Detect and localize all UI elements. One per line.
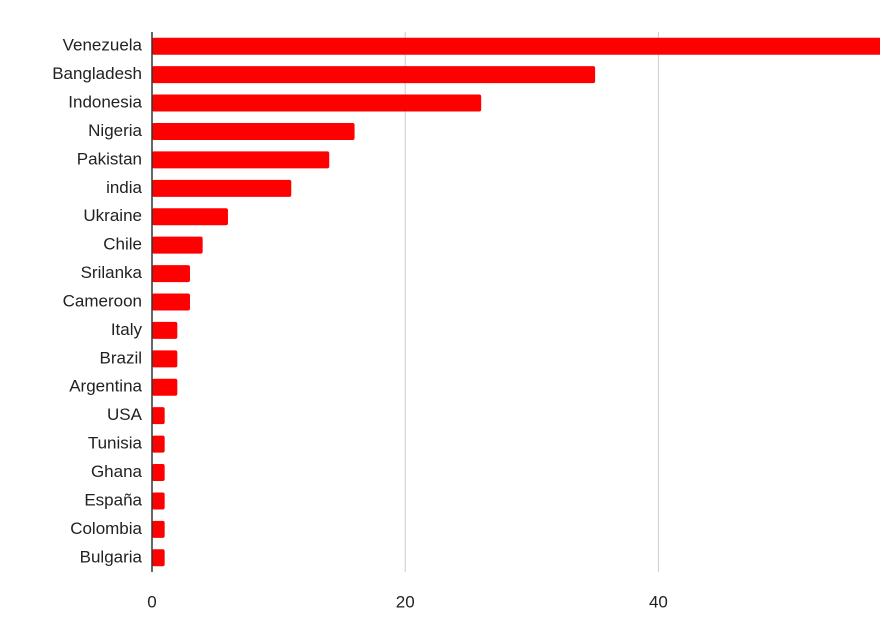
bar [152,122,355,140]
bar [152,321,178,339]
y-tick-label: Italy [111,320,143,339]
bar [152,464,165,482]
bar [152,520,165,538]
bar [152,378,178,396]
y-tick-label: Chile [103,235,142,254]
bar [152,151,330,169]
y-tick-label: Srilanka [81,263,143,282]
y-tick-label: Bulgaria [80,547,143,566]
y-tick-label: España [84,490,142,509]
y-tick-label: Bangladesh [52,64,142,83]
bar [152,236,203,254]
y-tick-label: Indonesia [68,93,142,112]
y-tick-label: Brazil [99,348,142,367]
bar [152,37,880,55]
x-tick-label: 20 [396,592,415,611]
bar [152,350,178,368]
y-tick-label: Tunisia [88,434,143,453]
bar [152,94,482,112]
y-tick-label: Ukraine [83,206,142,225]
y-tick-label: Ghana [91,462,143,481]
bar [152,407,165,425]
y-tick-label: Venezuela [63,36,143,55]
bar [152,179,292,197]
bar [152,66,596,84]
bar [152,265,190,283]
y-tick-label: Cameroon [63,291,142,310]
y-tick-label: Pakistan [77,149,142,168]
bar [152,492,165,510]
bar [152,435,165,453]
y-tick-label: Argentina [69,377,142,396]
y-tick-label: india [106,178,142,197]
y-tick-label: USA [107,405,143,424]
bar [152,293,190,311]
y-tick-label: Nigeria [88,121,142,140]
y-tick-label: Colombia [70,519,142,538]
bar [152,549,165,567]
x-tick-label: 0 [147,592,156,611]
x-tick-label: 40 [649,592,668,611]
bar [152,208,228,226]
